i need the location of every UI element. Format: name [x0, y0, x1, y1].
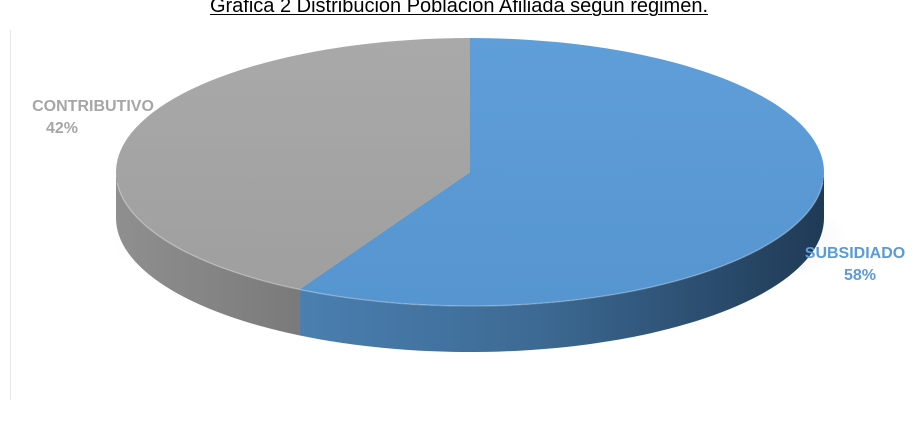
chart-area-border	[10, 30, 11, 400]
pie-slice-contributivo	[116, 38, 470, 290]
slice-percent-subsidiado: 58%	[843, 267, 877, 284]
slice-percent-contributivo: 42%	[45, 120, 79, 137]
slice-name-subsidiado: SUBSIDIADO	[804, 245, 906, 262]
pie-rim-highlight	[116, 182, 824, 307]
pie-side-contributivo	[116, 172, 300, 336]
pie-slice-subsidiado	[299, 38, 824, 306]
slice-label-subsidiado: SUBSIDIADO 58%	[792, 243, 918, 287]
slice-label-contributivo: CONTRIBUTIVO 42%	[18, 96, 168, 140]
chart-title: Grafica 2 Distribución Población Afiliad…	[209, 0, 709, 17]
slice-name-contributivo: CONTRIBUTIVO	[32, 98, 154, 115]
pie-side-subsidiado	[299, 172, 824, 353]
